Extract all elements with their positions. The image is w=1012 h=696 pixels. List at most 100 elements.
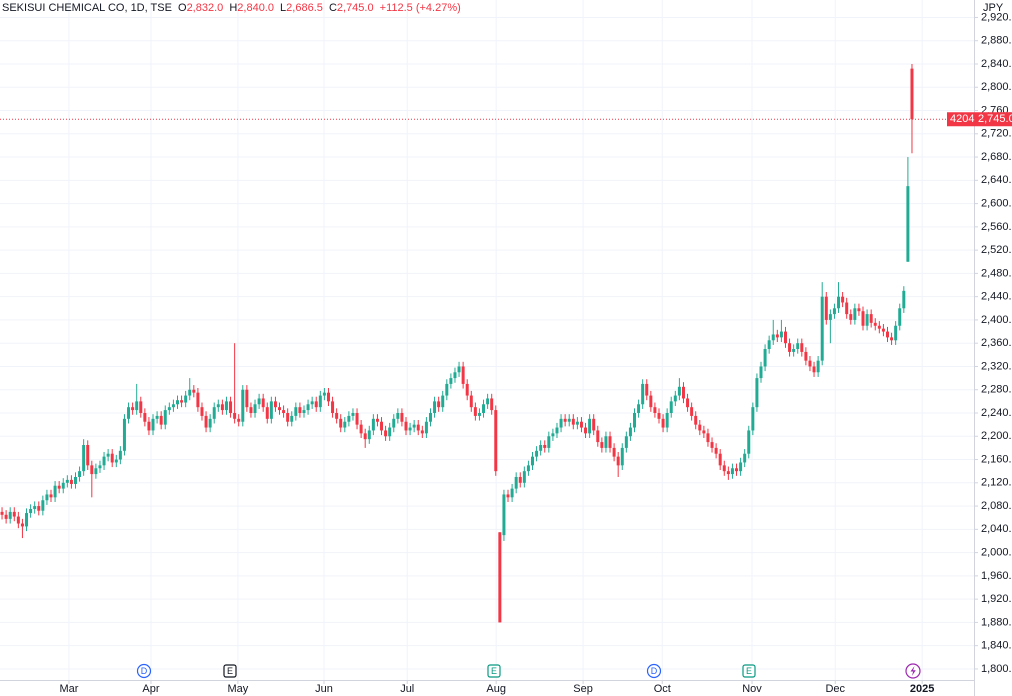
candle-body [0, 511, 4, 515]
event-marker[interactable] [223, 664, 237, 678]
x-tick-label: Dec [825, 683, 845, 695]
y-tick-label: 2,360.0 [981, 337, 1012, 349]
candle-body [816, 360, 820, 373]
candle-body [567, 418, 571, 422]
y-tick-label: 1,960.0 [981, 570, 1012, 582]
candle-body [865, 314, 869, 326]
candle-body [86, 444, 90, 466]
y-tick-label: 1,920.0 [981, 593, 1012, 605]
candle-body [771, 334, 775, 341]
candle-body [490, 398, 494, 411]
candle-body [486, 398, 490, 405]
candle-body [673, 395, 677, 402]
candle-body [351, 413, 355, 416]
y-tick-label: 2,640.0 [981, 174, 1012, 186]
candle-body [751, 407, 755, 431]
candle-body [282, 410, 286, 414]
y-tick-label: 2,840.0 [981, 58, 1012, 70]
candle-body [579, 421, 583, 428]
candle-body [249, 407, 253, 414]
event-marker[interactable] [136, 663, 152, 679]
candle-body [555, 427, 559, 434]
candle-body [367, 430, 371, 440]
candle-body [359, 424, 363, 434]
candle-body [694, 415, 698, 425]
candle-body [861, 311, 865, 326]
candle-body [49, 494, 53, 498]
candle-body [363, 433, 367, 440]
candle-body [526, 465, 530, 472]
candle-body [147, 421, 151, 431]
y-tick-label: 2,800.0 [981, 81, 1012, 93]
candle-body [832, 308, 836, 315]
event-marker[interactable] [646, 663, 662, 679]
candle-body [180, 400, 184, 403]
candle-body [575, 421, 579, 425]
candle-body [163, 410, 167, 425]
candle-body [253, 404, 257, 414]
candle-body [783, 331, 787, 344]
candle-body [384, 430, 388, 437]
candle-body [788, 343, 792, 352]
y-tick-label: 2,560.0 [981, 221, 1012, 233]
event-marker[interactable] [742, 664, 756, 678]
candle-body [151, 418, 155, 431]
candle-body [33, 506, 37, 509]
candle-body [102, 456, 106, 466]
y-tick-label: 2,000.0 [981, 547, 1012, 559]
candle-body [290, 415, 294, 422]
candle-body [637, 404, 641, 414]
candle-body [41, 500, 45, 511]
candle-body [245, 389, 249, 408]
candle-body [69, 479, 73, 484]
ohlc-key: O [178, 2, 187, 14]
candle-body [237, 418, 241, 422]
candle-body [404, 421, 408, 431]
y-tick-label: 2,920.0 [981, 11, 1012, 23]
candle-body [229, 401, 233, 414]
candle-body [200, 407, 204, 416]
overlay: 4204 2,745.0 D E E D E [0, 112, 1012, 679]
event-marker[interactable] [487, 664, 501, 678]
candle-body [804, 351, 808, 361]
y-tick-label: 2,880.0 [981, 35, 1012, 47]
candle-body [747, 430, 751, 454]
candle-body [681, 386, 685, 399]
candle-body [45, 494, 49, 501]
dividend-flash-marker[interactable] [905, 663, 921, 679]
candle-body [396, 413, 400, 419]
x-tick-label: Oct [654, 683, 671, 695]
candle-body [710, 442, 714, 448]
candle-body [73, 476, 77, 484]
candle-body [57, 485, 61, 489]
candle-body [730, 468, 734, 475]
candle-body [424, 421, 428, 434]
candle-body [94, 468, 98, 475]
candle-body [841, 296, 845, 303]
candle-body [718, 453, 722, 466]
candle-body [620, 447, 624, 466]
candle-body [612, 447, 616, 457]
y-tick-label: 2,120.0 [981, 477, 1012, 489]
candle-body [649, 395, 653, 408]
candle-body [726, 471, 730, 475]
candle-body [800, 343, 804, 352]
candle-body [779, 331, 783, 338]
candle-body [849, 314, 853, 320]
candles [0, 63, 914, 623]
candle-body [677, 386, 681, 396]
candle-body [433, 401, 437, 414]
candle-body [796, 343, 800, 350]
candle-body [563, 418, 567, 422]
candle-body [543, 444, 547, 448]
y-tick-label: 1,840.0 [981, 640, 1012, 652]
candle-body [661, 418, 665, 428]
candle-body [792, 349, 796, 352]
candle-body [265, 407, 269, 419]
x-tick-label: Jul [400, 683, 414, 695]
y-tick-label: 2,280.0 [981, 384, 1012, 396]
candle-body [755, 378, 759, 408]
